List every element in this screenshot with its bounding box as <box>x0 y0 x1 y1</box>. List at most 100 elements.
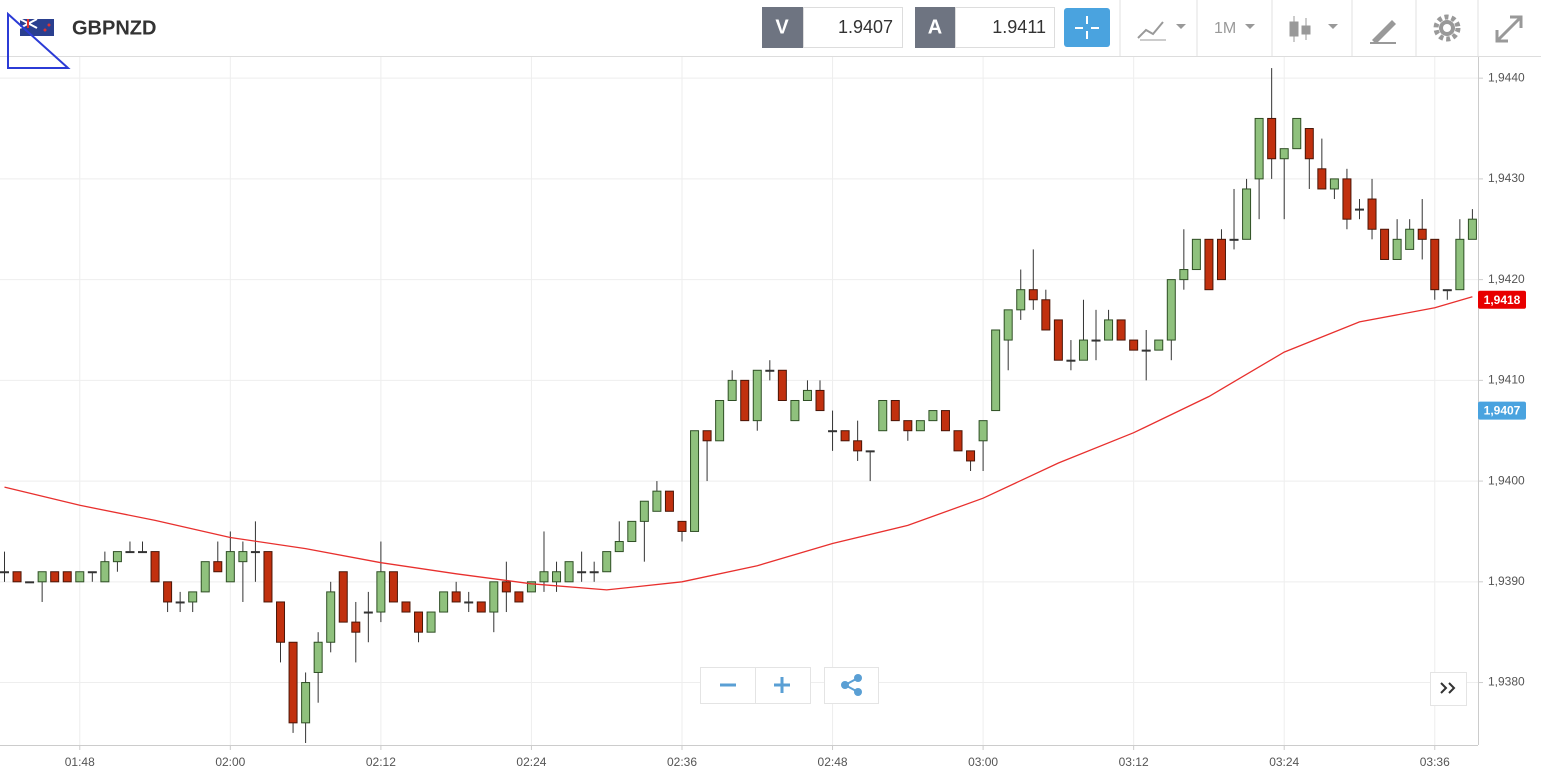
x-tick-label: 01:48 <box>65 755 95 769</box>
flag-icon <box>19 18 54 36</box>
candle-body <box>62 571 72 583</box>
y-tick-label: 1,9400 <box>1488 473 1525 487</box>
bid-box[interactable] <box>803 7 903 48</box>
candle-body <box>1104 319 1114 341</box>
candle-body <box>200 561 210 593</box>
x-tick-label: 03:36 <box>1420 755 1450 769</box>
candle-body <box>1430 238 1440 291</box>
candle-body <box>501 581 511 593</box>
candle-body <box>238 551 248 563</box>
candle-body <box>138 551 148 554</box>
candle-body <box>677 520 687 532</box>
candle-body <box>476 601 486 613</box>
timeframe-caret <box>1245 24 1255 29</box>
candle-body <box>451 591 461 603</box>
timeframe-button[interactable]: 1M <box>1214 20 1236 37</box>
ask-box[interactable] <box>955 7 1055 48</box>
candle-body <box>100 561 110 583</box>
candle-body <box>1166 279 1176 341</box>
candle-body <box>313 641 323 673</box>
candle-body <box>878 399 888 432</box>
candle-body <box>602 551 612 573</box>
candle-body <box>225 551 235 583</box>
candle-body <box>1292 117 1302 150</box>
candle-body <box>1242 188 1252 240</box>
settings-button[interactable] <box>1433 14 1461 42</box>
candle-body <box>690 430 700 532</box>
scroll-right-button[interactable] <box>1430 672 1467 706</box>
candle-body <box>1455 238 1465 291</box>
candle-body <box>50 571 60 583</box>
candle-body <box>1028 289 1038 301</box>
candle-body <box>865 450 875 453</box>
candles-button[interactable] <box>1289 16 1338 42</box>
candle-body <box>940 410 950 432</box>
candle-body <box>1141 349 1151 352</box>
candle-body <box>1191 238 1201 271</box>
candle-body <box>163 581 173 603</box>
x-tick-label: 03:12 <box>1119 755 1149 769</box>
candle-body <box>1342 178 1352 220</box>
candle-body <box>464 601 474 604</box>
candle-body <box>1116 319 1126 341</box>
y-tick-label: 1,9430 <box>1488 171 1525 185</box>
x-tick-label: 03:24 <box>1269 755 1299 769</box>
candle-body <box>627 520 637 543</box>
x-tick-label: 02:48 <box>818 755 848 769</box>
candle-body <box>702 430 712 442</box>
chart-type-button[interactable] <box>1137 21 1186 41</box>
candle-body <box>188 591 198 603</box>
candle-body <box>1442 289 1452 292</box>
candle-body <box>1317 168 1327 190</box>
share-button[interactable] <box>824 667 879 704</box>
crosshair-button[interactable] <box>1064 8 1110 47</box>
price-marker <box>1478 290 1526 309</box>
candle-body <box>1329 178 1339 190</box>
candle-body <box>376 571 386 613</box>
fullscreen-button[interactable] <box>1495 15 1523 43</box>
candle-body <box>1053 319 1063 361</box>
candle-body <box>752 369 762 422</box>
toolbar-separators <box>1119 0 1479 56</box>
candle-body <box>903 420 913 432</box>
candle-body <box>1091 339 1101 342</box>
candle-body <box>589 571 599 574</box>
candle-body <box>0 571 9 574</box>
candle-body <box>1254 117 1264 180</box>
zoom-in-button[interactable] <box>755 667 811 704</box>
candle-body <box>614 541 624 553</box>
candle-body <box>1229 238 1239 241</box>
candle-body <box>276 601 286 643</box>
candle-body <box>978 420 988 442</box>
candle-body <box>150 551 160 583</box>
candle-body <box>263 551 273 603</box>
candle-body <box>577 571 587 574</box>
candle-body <box>828 430 838 433</box>
candle-body <box>928 410 938 422</box>
zoom-out-button[interactable] <box>700 667 756 704</box>
candle-body <box>338 571 348 623</box>
draw-tool-button[interactable] <box>1370 20 1396 44</box>
candle-body <box>12 571 22 583</box>
y-tick-label: 1,9440 <box>1488 70 1525 84</box>
candle-body <box>288 641 298 724</box>
candle-body <box>326 591 336 643</box>
y-tick-label: 1,9380 <box>1488 675 1525 689</box>
x-tick-label: 03:00 <box>968 755 998 769</box>
candle-body <box>1267 117 1277 160</box>
candle-body <box>1066 359 1076 362</box>
candle-body <box>1016 289 1026 311</box>
ask-label-box <box>915 7 955 48</box>
candle-body <box>1354 208 1364 211</box>
candle-body <box>890 399 900 422</box>
candle-body <box>1154 339 1164 351</box>
candle-body <box>112 551 122 563</box>
candle-body <box>301 682 311 724</box>
candle-body <box>715 399 725 442</box>
candle-body <box>175 601 185 604</box>
candle-body <box>1216 238 1226 281</box>
candle-body <box>991 329 1001 412</box>
y-tick-label: 1,9420 <box>1488 272 1525 286</box>
